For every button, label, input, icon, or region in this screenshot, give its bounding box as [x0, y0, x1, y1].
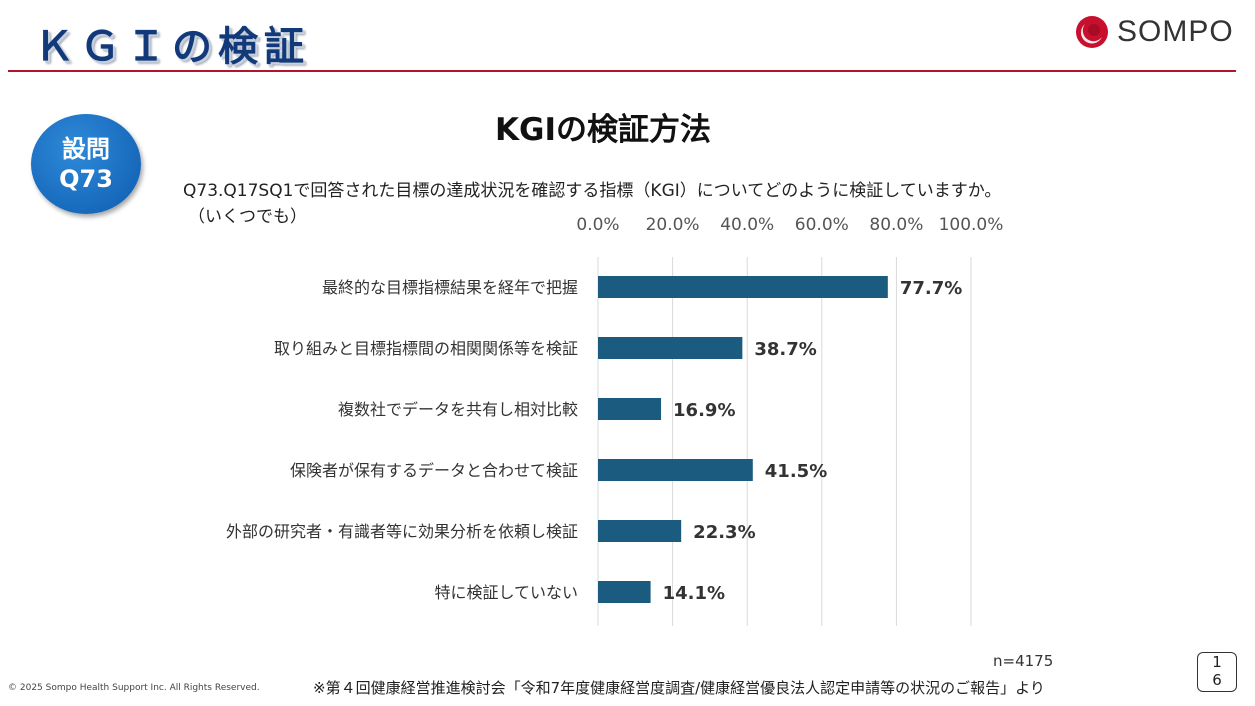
value-label: 77.7% [900, 278, 962, 299]
category-label: 保険者が保有するデータと合わせて検証 [290, 461, 578, 480]
header-divider [8, 70, 1236, 72]
sample-size-label: n=4175 [993, 652, 1054, 670]
sompo-logo-icon [1076, 16, 1108, 48]
page-number-digit1: 1 [1212, 653, 1222, 671]
chart-title: KGIの検証方法 [495, 112, 712, 148]
tick-label: 20.0% [646, 215, 700, 235]
page-number: 1 6 [1197, 652, 1237, 692]
category-label: 取り組みと目標指標間の相関関係等を検証 [274, 339, 578, 358]
value-label: 22.3% [693, 522, 755, 543]
bar [598, 398, 662, 420]
page-number-digit2: 6 [1212, 671, 1222, 689]
value-label: 14.1% [663, 583, 725, 604]
logo-text: SOMPO [1117, 15, 1234, 48]
value-label: 16.9% [673, 400, 735, 421]
tick-label: 40.0% [720, 215, 774, 235]
tick-label: 80.0% [869, 215, 923, 235]
badge-line1: 設問 [62, 135, 110, 163]
bar [598, 581, 651, 603]
bar [598, 337, 743, 359]
value-label: 38.7% [754, 339, 816, 360]
source-note: ※第４回健康経営推進検討会「令和7年度健康経営度調査/健康経営優良法人認定申請等… [313, 679, 1045, 697]
tick-label: 100.0% [939, 215, 1004, 235]
question-text: Q73.Q17SQ1で回答された目標の達成状況を確認する指標（KGI）についてど… [183, 181, 1002, 201]
question-note: （いくつでも） [188, 207, 307, 227]
bar [598, 276, 888, 298]
category-label: 外部の研究者・有識者等に効果分析を依頼し検証 [226, 522, 578, 541]
tick-label: 0.0% [576, 215, 619, 235]
copyright-text: © 2025 Sompo Health Support Inc. All Rig… [8, 683, 260, 693]
question-badge: 設問 Q73 [31, 114, 141, 214]
sompo-logo: SOMPO [1075, 12, 1234, 52]
badge-line2: Q73 [59, 165, 113, 193]
bar [598, 459, 753, 481]
bar [598, 520, 682, 542]
category-label: 複数社でデータを共有し相対比較 [338, 400, 578, 419]
page-title: ＫＧＩの検証 [34, 24, 310, 70]
tick-label: 60.0% [795, 215, 849, 235]
category-label: 特に検証していない [434, 583, 578, 602]
value-label: 41.5% [765, 461, 827, 482]
category-label: 最終的な目標指標結果を経年で把握 [322, 278, 578, 297]
